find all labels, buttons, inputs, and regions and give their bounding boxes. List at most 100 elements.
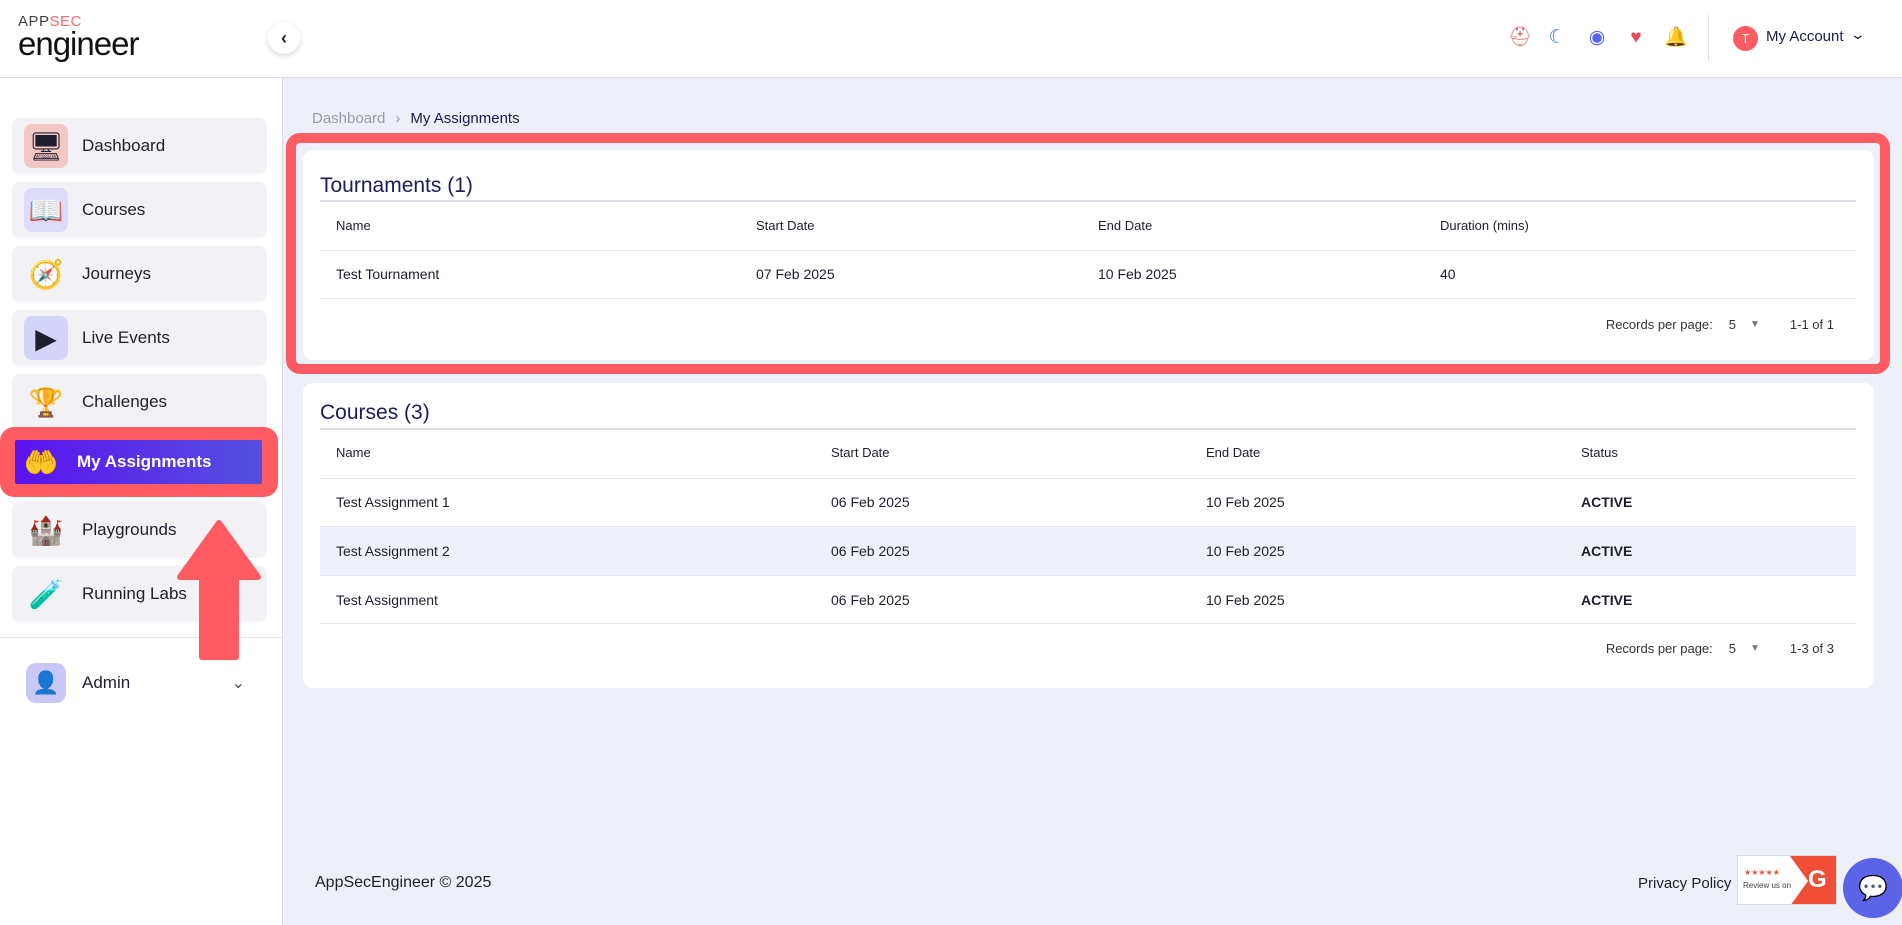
sidebar-item-courses[interactable]: 📖 Courses xyxy=(12,182,267,238)
sidebar-item-label: Live Events xyxy=(82,328,170,347)
sidebar-item-journeys[interactable]: 🧭 Journeys xyxy=(12,246,267,302)
sidebar-item-label: Playgrounds xyxy=(82,520,177,539)
live-events-icon: ▶ xyxy=(24,316,68,360)
sidebar-item-my-assignments[interactable]: 🤲 My Assignments xyxy=(15,440,262,484)
divider xyxy=(320,250,1856,251)
header-divider xyxy=(1708,15,1709,61)
lab-icon: 🧪 xyxy=(28,578,64,610)
divider xyxy=(320,575,1856,576)
divider xyxy=(320,526,1856,527)
page-range: 1-1 of 1 xyxy=(1789,317,1834,332)
footer-copyright: AppSecEngineer © 2025 xyxy=(315,874,492,891)
discord-icon[interactable]: ◉ xyxy=(1588,27,1606,48)
g2-review-text: Review us on xyxy=(1743,881,1792,890)
collapse-sidebar-button[interactable]: ‹ xyxy=(268,22,300,54)
dropdown-caret-icon[interactable]: ▼ xyxy=(1750,643,1760,654)
column-header-end-date: End Date xyxy=(1206,445,1261,460)
lifebuoy-icon[interactable]: ⛑ xyxy=(1508,27,1533,48)
highlight-annotation xyxy=(286,133,1890,374)
chevron-down-icon[interactable]: ⌄ xyxy=(1849,26,1867,42)
sidebar-item-label: My Assignments xyxy=(77,452,212,471)
courses-title: Courses (3) xyxy=(320,401,430,424)
chat-bubble-icon: 💬 xyxy=(1858,874,1888,902)
privacy-policy-link[interactable]: Privacy Policy xyxy=(1638,875,1732,892)
cell-start-date: 07 Feb 2025 xyxy=(756,266,835,282)
divider xyxy=(320,298,1856,299)
column-header-start-date: Start Date xyxy=(756,218,815,233)
g2-review-badge[interactable]: ★★★★★ Review us on G xyxy=(1737,855,1837,905)
sidebar-item-live-events[interactable]: ▶ Live Events xyxy=(12,310,267,366)
top-header: APPSEC engineer ⛑ ☾ ◉ ♥ 🔔 T My Account ⌄ xyxy=(0,0,1902,78)
cell-end-date: 10 Feb 2025 xyxy=(1206,494,1285,510)
sidebar-item-label: Dashboard xyxy=(82,136,166,155)
dropdown-caret-icon[interactable]: ▼ xyxy=(1750,319,1760,330)
g2-logo-icon: G xyxy=(1808,866,1827,893)
tournaments-card: Tournaments (1) Name Start Date End Date… xyxy=(303,150,1874,360)
cell-end-date: 10 Feb 2025 xyxy=(1098,266,1177,282)
sidebar-item-label: Running Labs xyxy=(82,584,187,603)
chevron-right-icon: › xyxy=(395,110,401,127)
logo-text-bottom: engineer xyxy=(18,25,139,62)
cell-name: Test Assignment xyxy=(336,592,438,608)
divider xyxy=(320,478,1856,479)
cell-name: Test Assignment 2 xyxy=(336,543,450,559)
page-range: 1-3 of 3 xyxy=(1789,641,1834,656)
cell-status: ACTIVE xyxy=(1581,543,1633,559)
playground-icon: 🏰 xyxy=(28,514,64,546)
column-header-end-date: End Date xyxy=(1098,218,1153,233)
cell-start-date: 06 Feb 2025 xyxy=(831,543,910,559)
records-per-page-label: Records per page: xyxy=(1605,317,1713,332)
divider xyxy=(320,623,1856,624)
column-header-duration: Duration (mins) xyxy=(1440,218,1529,233)
cell-status: ACTIVE xyxy=(1581,592,1633,608)
sidebar-item-dashboard[interactable]: 🖥 Dashboard xyxy=(12,118,267,174)
sidebar-item-challenges[interactable]: 🏆 Challenges xyxy=(12,374,267,430)
breadcrumb: Dashboard › My Assignments xyxy=(312,110,520,127)
cell-status: ACTIVE xyxy=(1581,494,1633,510)
cell-start-date: 06 Feb 2025 xyxy=(831,592,910,608)
moon-icon[interactable]: ☾ xyxy=(1548,27,1566,48)
column-header-status: Status xyxy=(1581,445,1618,460)
records-per-page-label: Records per page: xyxy=(1605,641,1713,656)
chevron-left-icon: ‹ xyxy=(281,27,287,48)
courses-icon: 📖 xyxy=(24,188,68,232)
pagination: Records per page: 5 ▼ 1-3 of 3 xyxy=(1606,641,1834,657)
admin-avatar-icon: 👤 xyxy=(26,663,66,703)
records-per-page-select[interactable]: 5 xyxy=(1728,317,1736,332)
appsec-engineer-logo[interactable]: APPSEC engineer xyxy=(18,13,139,62)
bell-icon[interactable]: 🔔 xyxy=(1664,27,1688,48)
cell-end-date: 10 Feb 2025 xyxy=(1206,543,1285,559)
sidebar-item-label: Courses xyxy=(82,200,146,219)
courses-card: Courses (3) Name Start Date End Date Sta… xyxy=(303,383,1874,688)
sidebar-item-label: Journeys xyxy=(82,264,151,283)
arrow-annotation-icon xyxy=(177,520,261,660)
heart-icon[interactable]: ♥ xyxy=(1630,27,1642,48)
compass-icon: 🧭 xyxy=(28,258,64,290)
chat-button[interactable]: 💬 xyxy=(1843,858,1902,918)
pagination: Records per page: 5 ▼ 1-1 of 1 xyxy=(1606,317,1834,333)
sidebar-item-label: Challenges xyxy=(82,392,168,411)
column-header-name: Name xyxy=(336,218,371,233)
divider xyxy=(320,428,1856,430)
avatar[interactable]: T xyxy=(1733,26,1758,51)
logo-text-accent: SEC xyxy=(49,13,82,30)
chevron-down-icon: ⌄ xyxy=(231,675,245,692)
logo-text-top: APP xyxy=(18,13,50,30)
cell-name: Test Assignment 1 xyxy=(336,494,450,510)
assignments-icon: 🤲 xyxy=(23,446,59,478)
breadcrumb-dashboard-link[interactable]: Dashboard xyxy=(312,110,386,127)
column-header-start-date: Start Date xyxy=(831,445,890,460)
cell-duration: 40 xyxy=(1440,266,1456,282)
cell-end-date: 10 Feb 2025 xyxy=(1206,592,1285,608)
sidebar-divider xyxy=(0,637,283,638)
breadcrumb-current: My Assignments xyxy=(410,110,520,127)
sidebar-item-label: Admin xyxy=(82,673,131,692)
dashboard-icon: 🖥 xyxy=(24,124,68,168)
trophy-icon: 🏆 xyxy=(28,386,64,418)
column-header-name: Name xyxy=(336,445,371,460)
my-account-menu[interactable]: My Account xyxy=(1766,28,1844,45)
table-row-hover-bg xyxy=(320,527,1856,575)
records-per-page-select[interactable]: 5 xyxy=(1728,641,1736,656)
cell-start-date: 06 Feb 2025 xyxy=(831,494,910,510)
sidebar-item-admin[interactable]: 👤 Admin ⌄ xyxy=(12,660,267,706)
